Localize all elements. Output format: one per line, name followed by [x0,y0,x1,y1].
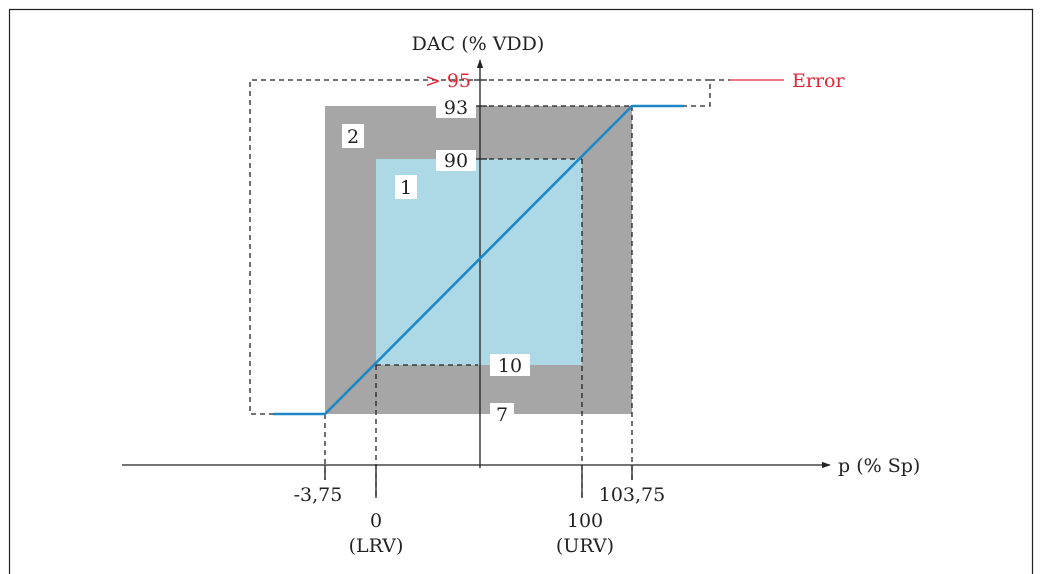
y-axis-label: DAC (% VDD) [412,33,545,55]
y-tick-label-10: 10 [498,355,522,377]
x-tick-label-hundred: 100 [567,510,603,532]
y-tick-label-95: > 95 [425,70,471,92]
x-tick-label-lrv: (LRV) [349,535,404,557]
y-tick-label-7: 7 [496,404,508,426]
region-2-label: 2 [347,126,359,148]
error-boundary-left [249,79,473,415]
y-tick-label-90: 90 [444,150,468,172]
region-1-label: 1 [400,177,412,199]
y-tick-label-93: 93 [444,97,468,119]
label-bg-region-2 [342,124,364,148]
x-tick-label-over: 103,75 [599,484,665,506]
label-bg-93 [436,97,476,118]
error-label: Error [792,70,845,92]
x-tick-label-zero: 0 [370,510,382,532]
label-bg-10 [490,354,530,376]
x-tick-label-neg: -3,75 [294,484,343,506]
label-bg-90 [436,150,476,171]
figure-frame [8,8,1034,574]
label-bg-7 [490,403,514,425]
x-axis-label: p (% Sp) [838,455,920,477]
error-boundary-right [489,79,711,107]
x-tick-label-urv: (URV) [556,535,614,557]
transfer-curve [273,104,684,416]
label-bg-region-1 [395,175,417,199]
